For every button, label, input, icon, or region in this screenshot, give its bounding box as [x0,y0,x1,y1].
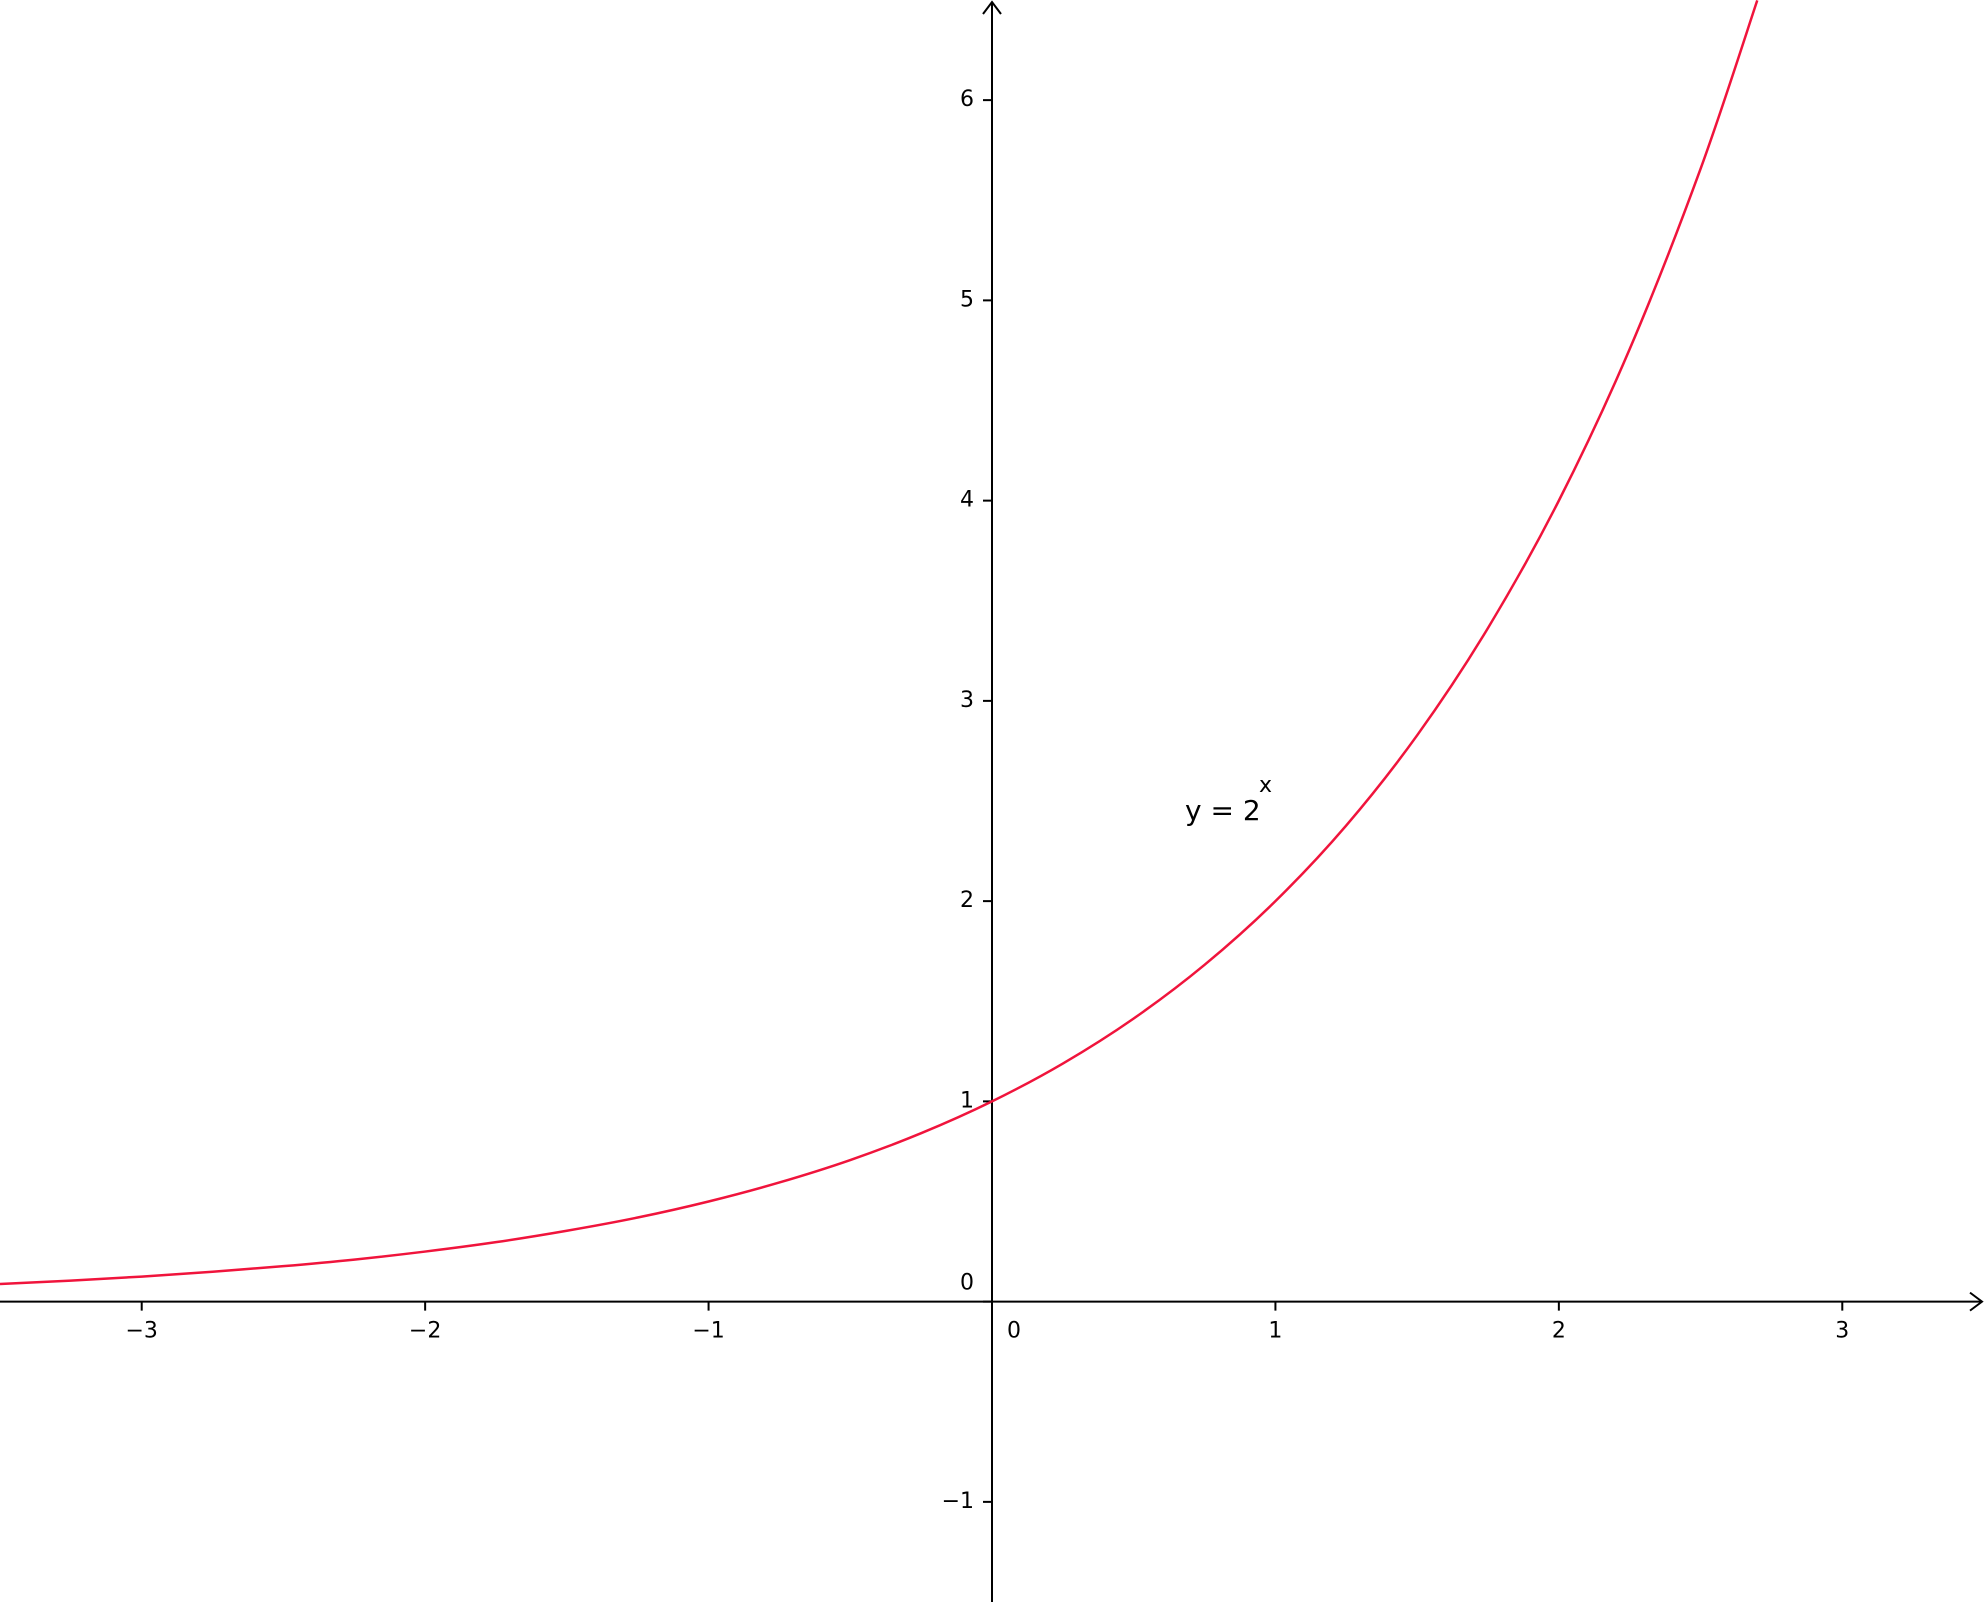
curve [0,0,1759,1286]
y-axis-arrow [982,0,1002,15]
x-tick-label: 1 [1268,1319,1282,1344]
x-axis-arrow [1969,1291,1984,1312]
x-tick-label: −2 [409,1319,441,1344]
x-tick-label: 0 [1007,1319,1021,1344]
y-tick-label: 5 [960,287,974,312]
curve-label-exponent: x [1259,773,1272,798]
y-tick-label: 0 [960,1271,974,1296]
y-tick-label: 3 [960,688,974,713]
x-tick-label: 3 [1835,1319,1849,1344]
curve-label: y = 2 [1185,794,1261,827]
y-tick-label: 2 [960,888,974,913]
y-tick-label: 1 [960,1088,974,1113]
x-tick-label: −1 [692,1319,724,1344]
y-tick-label: 4 [960,488,974,513]
y-tick-label: 6 [960,87,974,112]
x-tick-label: −3 [125,1319,157,1344]
x-tick-label: 2 [1552,1319,1566,1344]
y-tick-label: −1 [942,1489,974,1514]
